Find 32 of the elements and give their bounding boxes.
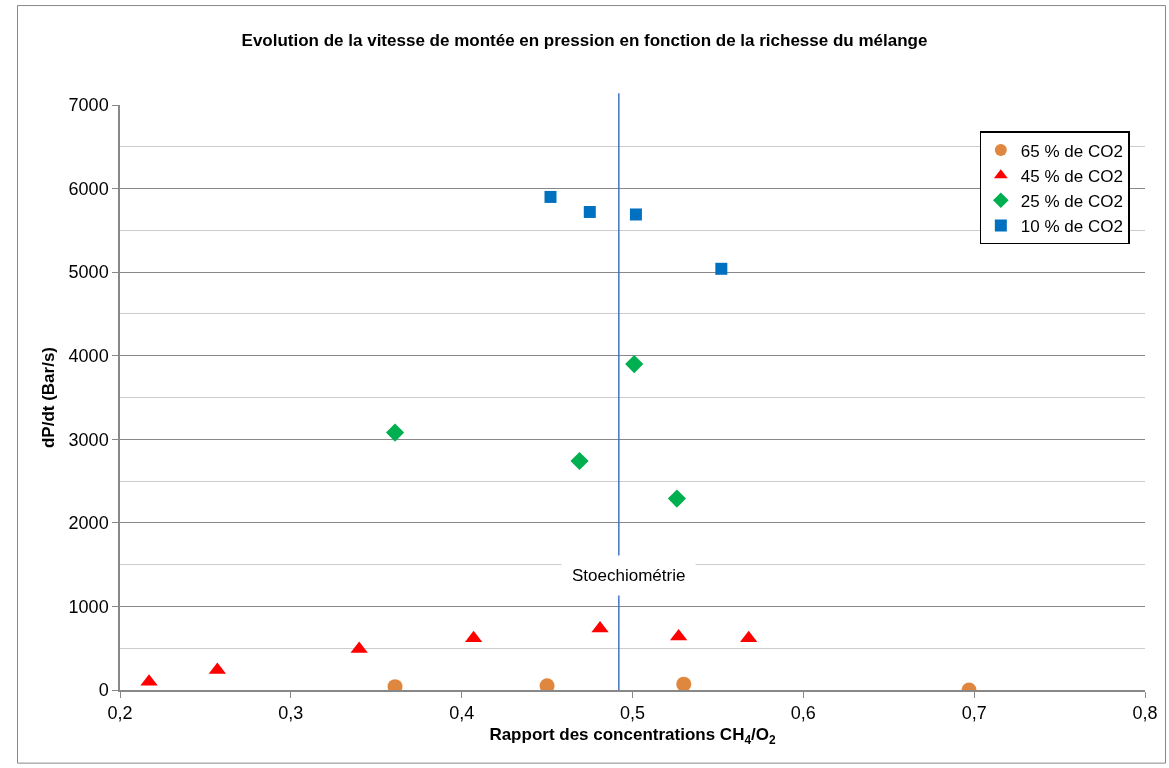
point	[715, 262, 728, 275]
y-tick-label: 0	[98, 680, 109, 701]
point	[583, 205, 596, 218]
chart-title: Evolution de la vitesse de montée en pression en fonction de la richesse du mélange	[241, 31, 928, 51]
legend-label: 45 % de CO2	[1020, 166, 1123, 186]
y-tick-label: 6000	[68, 178, 109, 199]
point	[676, 676, 692, 690]
y-axis-title: dP/dt (Bar/s)	[38, 346, 58, 449]
x-tick-label: 0,3	[278, 703, 304, 724]
y-tick-label: 1000	[68, 596, 109, 617]
legend-label: 10 % de CO2	[1020, 217, 1123, 237]
x-tick-label: 0,5	[619, 703, 646, 724]
legend-label: 25 % de CO2	[1020, 191, 1123, 211]
x-tick-label: 0,7	[961, 703, 987, 724]
x-tick-label: 0,2	[107, 703, 133, 724]
x-tick-label: 0,4	[449, 703, 475, 724]
point	[625, 354, 644, 374]
point	[570, 451, 589, 471]
point	[667, 489, 687, 508]
y-tick-label: 5000	[68, 262, 109, 283]
legend-label: 65 % de CO2	[1020, 141, 1123, 161]
y-tick-label: 7000	[68, 95, 109, 116]
y-tick-label: 3000	[68, 429, 109, 450]
x-tick-label: 0,8	[1132, 703, 1158, 724]
y-tick-label: 4000	[68, 346, 109, 367]
ref-line-label: Stoechiométrie	[572, 566, 686, 585]
x-axis-title: Rapport des concentrations CH$_{4}$/O$_{2}$	[489, 725, 776, 747]
y-tick-label: 2000	[68, 513, 109, 534]
point	[629, 208, 642, 221]
x-tick-label: 0,6	[790, 703, 816, 724]
point	[385, 423, 405, 442]
point	[544, 190, 557, 203]
